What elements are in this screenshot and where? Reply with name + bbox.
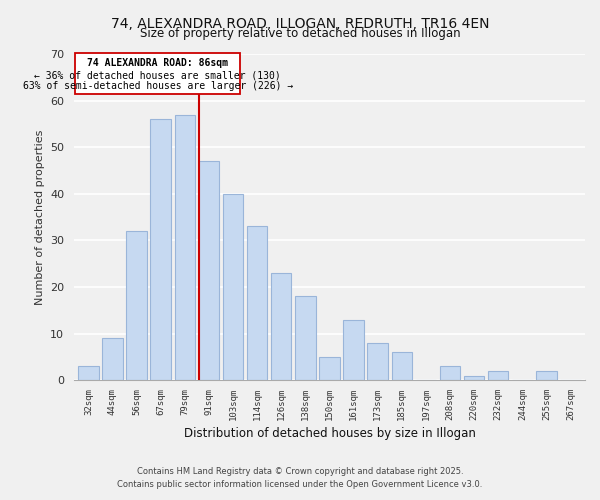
Bar [271, 273, 292, 380]
Text: Size of property relative to detached houses in Illogan: Size of property relative to detached ho… [140, 28, 460, 40]
Text: 74 ALEXANDRA ROAD: 86sqm: 74 ALEXANDRA ROAD: 86sqm [87, 58, 228, 68]
Bar [175, 114, 195, 380]
Y-axis label: Number of detached properties: Number of detached properties [35, 130, 44, 305]
Bar [367, 343, 388, 380]
Text: Contains HM Land Registry data © Crown copyright and database right 2025.
Contai: Contains HM Land Registry data © Crown c… [118, 467, 482, 489]
Bar [199, 161, 219, 380]
Bar [536, 371, 557, 380]
Bar [464, 376, 484, 380]
X-axis label: Distribution of detached houses by size in Illogan: Distribution of detached houses by size … [184, 427, 475, 440]
Text: 74, ALEXANDRA ROAD, ILLOGAN, REDRUTH, TR16 4EN: 74, ALEXANDRA ROAD, ILLOGAN, REDRUTH, TR… [111, 18, 489, 32]
Bar [223, 194, 243, 380]
Bar [295, 296, 316, 380]
Bar [440, 366, 460, 380]
Text: 63% of semi-detached houses are larger (226) →: 63% of semi-detached houses are larger (… [23, 82, 293, 92]
Bar [319, 357, 340, 380]
Bar [127, 231, 147, 380]
Bar [247, 226, 268, 380]
Bar [488, 371, 508, 380]
Bar [392, 352, 412, 380]
Bar [78, 366, 98, 380]
Bar [102, 338, 123, 380]
Text: ← 36% of detached houses are smaller (130): ← 36% of detached houses are smaller (13… [34, 70, 281, 81]
Bar [151, 119, 171, 380]
Bar [343, 320, 364, 380]
FancyBboxPatch shape [75, 52, 240, 94]
